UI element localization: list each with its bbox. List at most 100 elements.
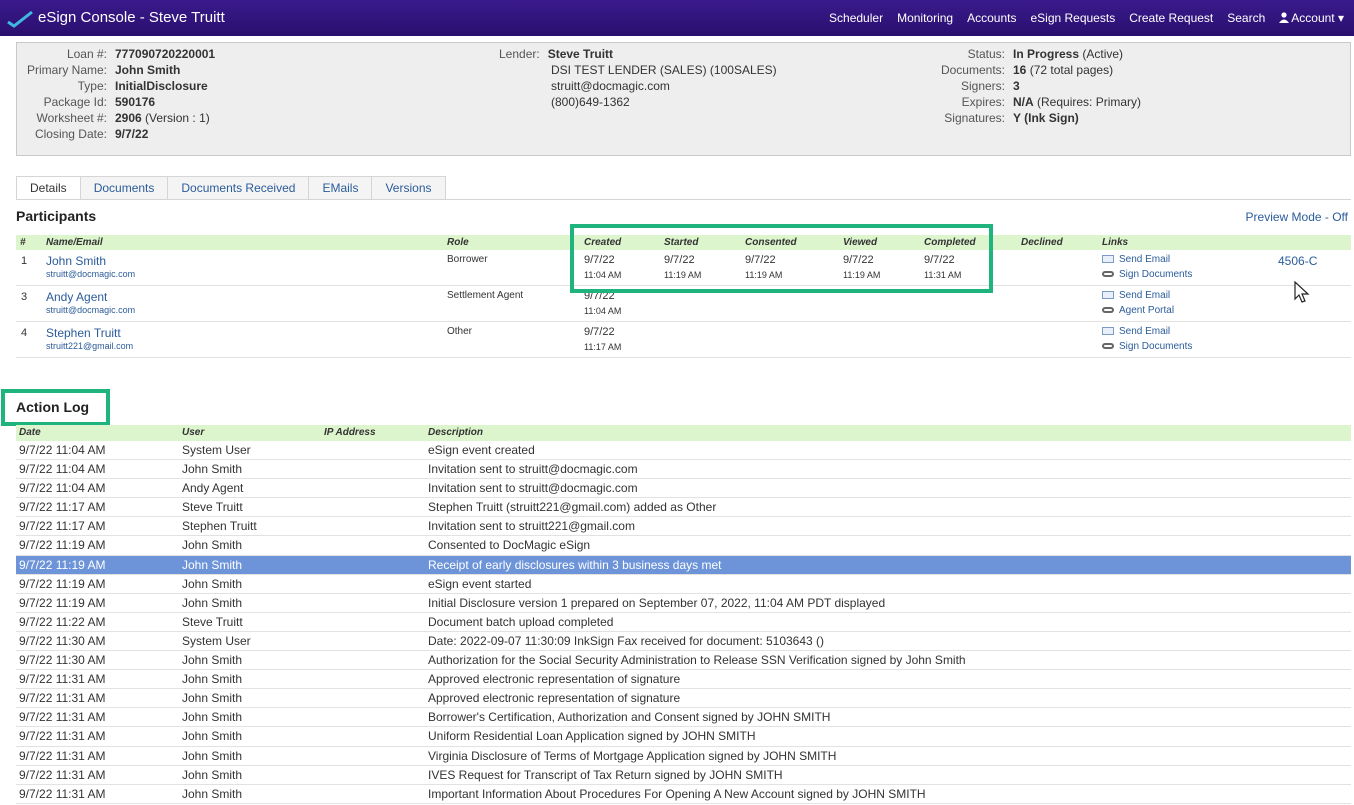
sign-documents-link[interactable]: Sign Documents (1102, 341, 1192, 352)
log-date: 9/7/22 11:04 AM (19, 481, 106, 496)
signatures-value: Y (Ink Sign) (1013, 111, 1079, 125)
action-log-header: Date User IP Address Description (16, 425, 1351, 441)
signers-label: Signers: (960, 79, 1005, 93)
action-log-row[interactable]: 9/7/22 11:31 AM John Smith Uniform Residen… (16, 727, 1351, 747)
send-email-link[interactable]: Send Email (1102, 254, 1170, 265)
closing-date-label: Closing Date: (34, 127, 107, 141)
log-user: John Smith (182, 653, 243, 668)
participant-name-link[interactable]: Andy Agent (46, 290, 108, 304)
send-email-link[interactable]: Send Email (1102, 326, 1170, 337)
log-user: Steve Truitt (182, 500, 243, 515)
nav-create-request[interactable]: Create Request (1129, 11, 1214, 25)
signers-value: 3 (1013, 79, 1020, 93)
action-log-row[interactable]: 9/7/22 11:30 AM John Smith Authorization f… (16, 651, 1351, 671)
expires-value: N/A (1013, 95, 1034, 109)
primary-name-row: Primary Name: John Smith (17, 62, 180, 78)
consented-date: 9/7/22 (745, 254, 776, 266)
link-chain-icon (1102, 307, 1114, 313)
participant-role: Settlement Agent (447, 290, 524, 301)
action-log-row[interactable]: 9/7/22 11:19 AM John Smith Receipt of earl… (16, 555, 1351, 575)
expires-row: Expires: N/A (Requires: Primary) (930, 94, 1141, 110)
nav-accounts[interactable]: Accounts (967, 11, 1017, 25)
documents-row: Documents: 16 (72 total pages) (930, 62, 1113, 78)
header-completed: Completed (924, 237, 976, 248)
action-log-row[interactable]: 9/7/22 11:17 AM Stephen Truitt Invitation … (16, 517, 1351, 537)
nav-scheduler[interactable]: Scheduler (829, 11, 884, 25)
log-description: eSign event created (428, 443, 535, 457)
nav-esign-requests[interactable]: eSign Requests (1030, 11, 1116, 25)
participant-row: 1 John Smith struitt@docmagic.com Borrow… (16, 250, 1351, 286)
envelope-icon (1102, 291, 1114, 299)
form-4506c-link[interactable]: 4506-C (1278, 254, 1318, 268)
created-date: 9/7/22 (584, 254, 615, 266)
action-log-row[interactable]: 9/7/22 11:17 AM Steve Truitt Stephen Truit… (16, 498, 1351, 518)
action-log-row[interactable]: 9/7/22 11:19 AM John Smith eSign event sta… (16, 575, 1351, 594)
action-log-row[interactable]: 9/7/22 11:31 AM John Smith Virginia Disclo… (16, 747, 1351, 766)
participants-table: # Name/Email Role Created Started Consen… (16, 235, 1351, 358)
action-log-row[interactable]: 9/7/22 11:31 AM John Smith Important Infor… (16, 785, 1351, 804)
tab-emails[interactable]: EMails (308, 176, 373, 200)
worksheet-row: Worksheet #: 2906 (Version : 1) (17, 110, 210, 126)
log-date: 9/7/22 11:19 AM (19, 557, 106, 572)
header-num: # (20, 237, 26, 248)
viewed-time: 11:19 AM (843, 270, 881, 280)
action-log-row[interactable]: 9/7/22 11:31 AM John Smith Approved electr… (16, 689, 1351, 709)
action-log-row[interactable]: 9/7/22 11:22 AM Steve Truitt Document batc… (16, 613, 1351, 632)
tab-documents[interactable]: Documents (79, 176, 169, 200)
participant-name-link[interactable]: Stephen Truitt (46, 326, 121, 340)
completed-time: 11:31 AM (924, 270, 962, 280)
action-log-table: Date User IP Address Description 9/7/22 … (16, 425, 1351, 804)
log-description: Important Information About Procedures F… (428, 786, 926, 801)
participant-number: 3 (21, 291, 28, 303)
nav-search[interactable]: Search (1227, 11, 1266, 25)
header-created: Created (584, 237, 622, 248)
package-id-value: 590176 (115, 95, 156, 109)
action-log-row[interactable]: 9/7/22 11:19 AM John Smith Consented to Do… (16, 536, 1351, 556)
action-log-row[interactable]: 9/7/22 11:04 AM John Smith Invitation sent… (16, 460, 1351, 480)
action-log-row[interactable]: 9/7/22 11:31 AM John Smith Borrower's Cert… (16, 708, 1351, 728)
nav-monitoring[interactable]: Monitoring (897, 11, 954, 25)
action-log-row[interactable]: 9/7/22 11:31 AM John Smith Approved electr… (16, 670, 1351, 690)
agent-portal-link[interactable]: Agent Portal (1102, 305, 1174, 316)
log-description: Initial Disclosure version 1 prepared on… (428, 595, 886, 610)
loan-number-row: Loan #: 777090720220001 (17, 46, 215, 62)
signatures-label: Signatures: (944, 111, 1005, 125)
action-log-row[interactable]: 9/7/22 11:04 AM System User eSign event cr… (16, 441, 1351, 461)
tab-details[interactable]: Details (16, 176, 81, 200)
nav-account-label: Account (1291, 11, 1335, 25)
log-description: Virginia Disclosure of Terms of Mortgage… (428, 748, 837, 763)
log-date: 9/7/22 11:04 AM (19, 443, 106, 457)
sign-documents-label: Sign Documents (1119, 269, 1193, 280)
send-email-link[interactable]: Send Email (1102, 290, 1170, 301)
closing-date-row: Closing Date: 9/7/22 (17, 126, 148, 142)
log-description: Invitation sent to struitt@docmagic.com (428, 462, 638, 477)
documents-label: Documents: (940, 63, 1005, 77)
tab-versions[interactable]: Versions (371, 176, 446, 200)
action-log-row[interactable]: 9/7/22 11:31 AM John Smith IVES Request fo… (16, 766, 1351, 785)
participant-email: struitt@docmagic.com (46, 269, 136, 279)
sign-documents-label: Sign Documents (1119, 341, 1193, 352)
header-declined: Declined (1021, 237, 1063, 248)
created-time: 11:04 AM (584, 270, 622, 280)
tab-divider (16, 199, 1351, 200)
account-user-icon (1279, 12, 1290, 23)
action-log-row[interactable]: 9/7/22 11:19 AM John Smith Initial Disclos… (16, 594, 1351, 613)
preview-mode-link[interactable]: Preview Mode - Off (1245, 210, 1348, 224)
created-date: 9/7/22 (584, 290, 615, 302)
action-log-row[interactable]: 9/7/22 11:30 AM System User Date: 2022-09-… (16, 632, 1351, 652)
log-user: System User (182, 443, 251, 457)
status-value: In Progress (1013, 47, 1080, 61)
participant-name-link[interactable]: John Smith (46, 254, 107, 268)
log-user: John Smith (182, 576, 243, 591)
header-user: User (182, 427, 205, 438)
action-log-rows: 9/7/22 11:04 AM System User eSign event cr… (16, 441, 1351, 804)
created-date: 9/7/22 (584, 326, 615, 338)
sign-documents-link[interactable]: Sign Documents (1102, 269, 1192, 280)
log-user: System User (182, 633, 251, 648)
nav-account[interactable]: Account ▾ (1279, 11, 1344, 25)
lender-row: Lender: Steve Truitt (499, 46, 613, 62)
log-date: 9/7/22 11:17 AM (19, 500, 106, 515)
action-log-row[interactable]: 9/7/22 11:04 AM Andy Agent Invitation sent… (16, 479, 1351, 499)
app-title: eSign Console - Steve Truitt (38, 9, 225, 26)
tab-documents-received[interactable]: Documents Received (167, 176, 310, 200)
